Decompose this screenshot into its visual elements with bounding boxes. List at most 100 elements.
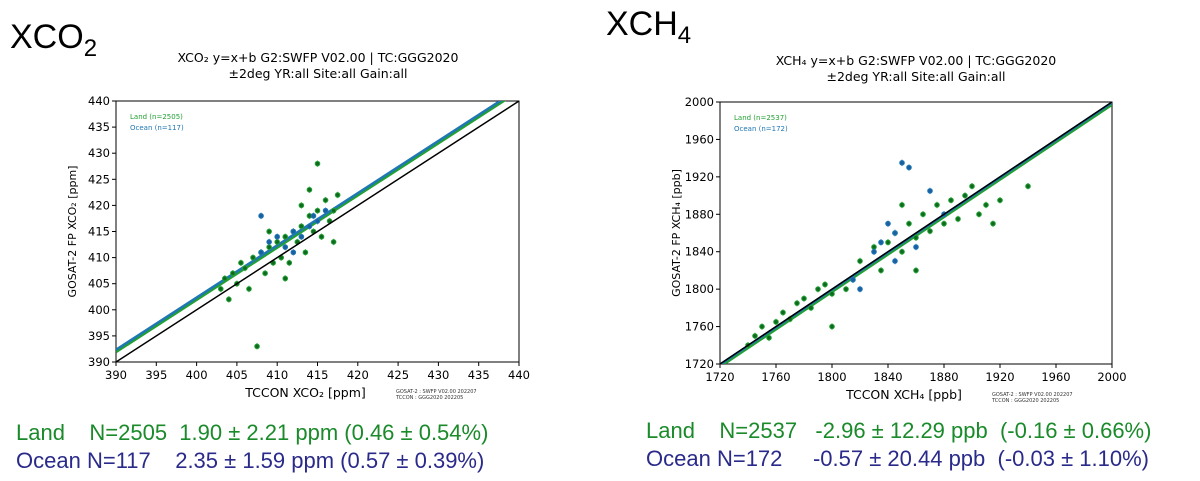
x-tick-label: 1880	[929, 370, 958, 384]
land-point	[314, 160, 321, 167]
ocean-point	[282, 244, 289, 250]
land-point	[246, 286, 252, 292]
ocean-point	[314, 218, 321, 224]
x-tick-label: 425	[387, 368, 409, 382]
land-point	[242, 265, 248, 271]
legend-land: Land (n=2537)	[734, 114, 787, 122]
land-point	[815, 286, 821, 292]
legend-land: Land (n=2505)	[130, 113, 183, 121]
y-tick-label: 420	[88, 198, 110, 212]
land-point	[314, 207, 321, 214]
ocean-point	[290, 228, 297, 235]
land-point	[773, 319, 779, 325]
xch4-chart: 1720 1760 1800 1840 1880 1920 1960 2000 1720 1760…	[670, 95, 1127, 402]
xch4-heading: XCH4	[606, 5, 692, 49]
y-tick-label: 2000	[685, 95, 714, 109]
land-point	[302, 249, 309, 256]
x-tick-label: 435	[468, 368, 490, 382]
ocean-point	[878, 239, 884, 246]
ocean-point	[927, 188, 933, 194]
land-point	[226, 296, 232, 303]
ocean-point	[899, 160, 905, 166]
ocean-point	[258, 213, 264, 219]
y-tick-label: 430	[88, 146, 110, 160]
land-point	[934, 202, 940, 208]
x-tick-label: 400	[186, 368, 208, 382]
land-point	[983, 202, 989, 208]
y-tick-label: 1760	[685, 320, 714, 334]
ocean-point	[885, 220, 891, 227]
x-tick-label: 2000	[1097, 370, 1126, 384]
y-tick-label: 1800	[685, 282, 714, 296]
land-point	[899, 202, 905, 208]
x-tick-label: 1720	[705, 370, 734, 384]
plot-area	[116, 101, 519, 362]
land-point	[829, 291, 835, 297]
x-tick-label: 415	[307, 368, 329, 382]
land-point	[941, 220, 947, 227]
x-tick-label: 430	[427, 368, 449, 382]
xco2-chart-title: XCO₂ y=x+b G2:SWFP V02.00 | TC:GGG2020 ±2…	[177, 50, 459, 81]
xco2-chart: 390 395 400 405 410 415 420 425 430 435 440 390 395 4…	[66, 94, 530, 400]
plot-area	[720, 102, 1112, 364]
land-point	[266, 228, 272, 235]
x-tick-label: 1960	[1041, 370, 1070, 384]
land-point	[230, 270, 236, 277]
y-tick-label: 395	[88, 329, 110, 343]
ocean-point	[871, 248, 877, 255]
x-tick-label: 440	[508, 368, 530, 382]
land-point	[286, 260, 293, 266]
ocean-point	[850, 276, 856, 283]
ocean-point	[892, 230, 898, 236]
land-point	[282, 275, 289, 282]
ocean-point	[290, 249, 297, 256]
land-point	[990, 220, 996, 227]
x-tick-label: 410	[266, 368, 288, 382]
x-tick-label: 405	[226, 368, 248, 382]
land-point	[330, 207, 337, 214]
ocean-point	[266, 239, 272, 245]
ocean-point	[892, 258, 898, 264]
land-point	[829, 323, 835, 330]
xch4-footnote: GOSAT-2 : SWFP V02.00 202207 TCCON : GGG2…	[992, 392, 1073, 404]
xco2-ocean-stats: Ocean N=117 2.35 ± 1.59 ppm (0.57 ± 0.39…	[16, 448, 485, 473]
land-point	[306, 186, 313, 193]
land-point	[885, 239, 891, 246]
ocean-point	[310, 213, 317, 219]
land-point	[217, 286, 224, 292]
land-point	[808, 305, 814, 311]
xco2-footnote: GOSAT-2 : SWFP V02.00 202207 TCCON : GGG2…	[396, 389, 477, 401]
land-point	[766, 335, 772, 341]
x-axis-label: TCCON XCH₄ [ppb]	[845, 387, 962, 402]
land-point	[282, 233, 289, 240]
land-point	[801, 295, 807, 302]
y-tick-label: 390	[88, 355, 110, 369]
ocean-point	[906, 164, 912, 171]
land-point	[906, 220, 912, 227]
x-tick-label: 395	[145, 368, 167, 382]
x-tick-label: 1760	[761, 370, 790, 384]
land-point	[222, 275, 228, 282]
land-point	[794, 300, 800, 306]
xch4-land-stats: Land N=2537 -2.96 ± 12.29 ppb (-0.16 ± 0…	[646, 418, 1152, 443]
land-point	[822, 281, 828, 288]
land-point	[899, 248, 905, 255]
xco2-land-stats: Land N=2505 1.90 ± 2.21 ppm (0.46 ± 0.54…	[16, 420, 489, 445]
land-point	[266, 244, 272, 250]
y-tick-label: 440	[88, 94, 110, 108]
land-point	[759, 323, 765, 330]
land-point	[927, 228, 933, 234]
ocean-point	[298, 233, 305, 240]
land-point	[254, 343, 260, 350]
land-point	[274, 239, 281, 245]
xch4-chart-title: XCH₄ y=x+b G2:SWFP V02.00 | TC:GGG2020 ±2…	[775, 53, 1057, 84]
land-point	[857, 258, 863, 264]
legend-ocean: Ocean (n=172)	[734, 125, 788, 133]
y-tick-label: 410	[88, 251, 110, 265]
x-tick-label: 420	[347, 368, 369, 382]
y-tick-label: 1920	[685, 170, 714, 184]
y-tick-label: 425	[88, 172, 110, 186]
y-tick-label: 400	[88, 303, 110, 317]
plot-frame	[719, 101, 1113, 365]
